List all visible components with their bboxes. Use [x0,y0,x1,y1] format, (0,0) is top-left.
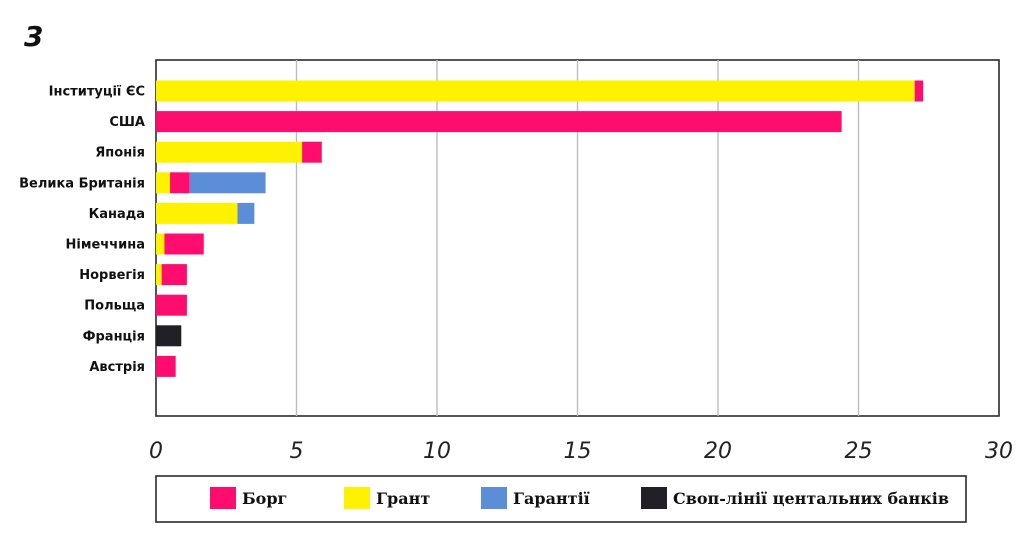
bar-segment [156,233,165,255]
legend-label: Своп-лінії центальних банків [673,489,949,508]
category-label: Німеччина [66,238,146,253]
bar-segment [156,202,238,224]
corner-mark: 3 [24,20,43,53]
bar-segment [914,80,924,102]
x-tick-label: 10 [423,439,451,464]
bar-segment [156,111,842,133]
bar-segment [164,233,204,255]
plot-area: 0 5 10 15 20 25 30 Інституції ЄС США Японія Велика… [19,59,1013,464]
bar-segment [156,355,176,377]
category-label: Норвегія [79,268,145,283]
bar-segment [302,141,322,163]
legend: Борг Грант Гарантії Своп-лінії центальних б… [155,475,967,523]
bar-segment [156,80,915,102]
bar-segment [237,202,255,224]
bar-segment [189,172,266,194]
legend-box [155,475,967,523]
x-tick-label: 15 [564,439,592,464]
bar-segment [156,264,162,286]
bar-segment [156,141,303,163]
category-label: Японія [95,146,145,161]
category-label: Франція [83,329,145,344]
x-tick-label: 30 [985,439,1013,464]
legend-label: Борг [242,489,287,508]
x-tick-label: 20 [704,439,732,464]
bar-segment [156,294,187,316]
category-label: Польща [84,299,145,314]
legend-swatch [641,487,667,509]
legend-swatch [210,487,236,509]
category-label: Австрія [89,360,145,375]
x-tick-label: 25 [845,439,873,464]
x-tick-label: 0 [149,439,163,464]
bar-segment [156,172,171,194]
legend-swatch [344,487,370,509]
legend-label: Грант [376,489,430,508]
legend-label: Гарантії [513,489,590,508]
bar-segment [156,325,182,347]
x-tick-label: 5 [290,439,304,464]
category-label: США [109,115,145,130]
bar-segment [170,172,190,194]
category-label: Велика Британія [19,176,145,191]
legend-swatch [481,487,507,509]
bar-segment [161,264,187,286]
category-label: Канада [89,207,145,222]
category-label: Інституції ЄС [49,85,145,100]
